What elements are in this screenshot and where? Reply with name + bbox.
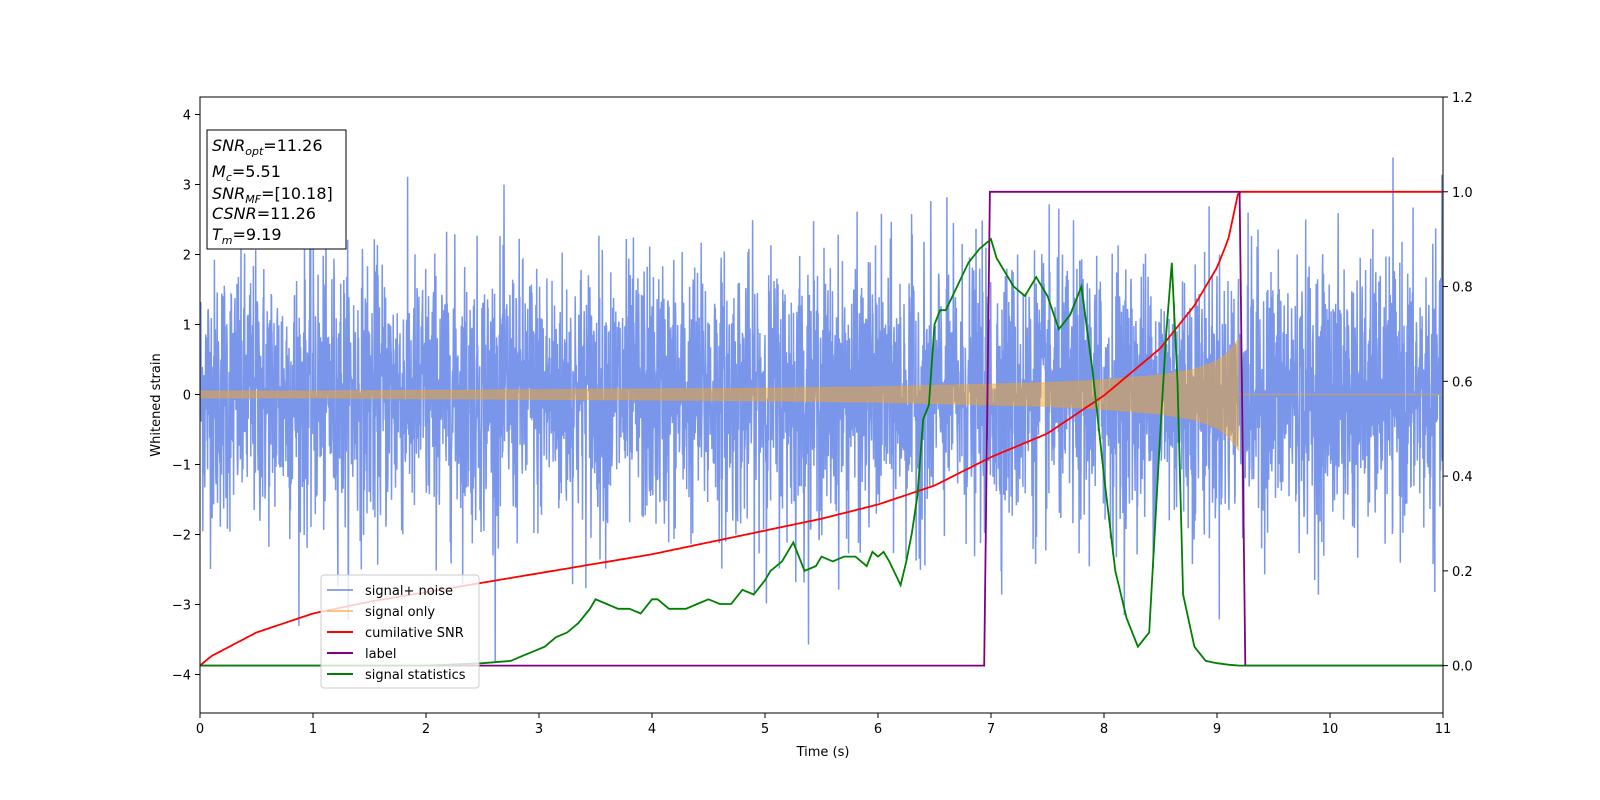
- series-group: [200, 157, 1443, 667]
- info-box-frame: [206, 129, 347, 250]
- x-tick-label: 0: [196, 722, 204, 737]
- x-axis-label: Time (s): [796, 745, 850, 760]
- y-left-tick-label: 2: [183, 249, 191, 264]
- legend-label: cumilative SNR: [365, 626, 464, 641]
- y-right-tick-label: 1.2: [1452, 91, 1473, 106]
- legend-label: signal statistics: [365, 668, 466, 683]
- legend: signal+ noise signal only cumilative SNR la…: [320, 574, 480, 689]
- series-line-signal-statistics: [200, 237, 1443, 667]
- legend-label: label: [365, 647, 396, 662]
- x-tick-label: 11: [1435, 722, 1452, 737]
- y-left-tick-label: 1: [183, 319, 191, 334]
- x-tick-label: 3: [535, 722, 543, 737]
- info-line: Tm=9.19: [212, 225, 282, 247]
- x-tick-label: 5: [761, 722, 769, 737]
- x-tick-label: 6: [874, 722, 882, 737]
- info-line: Mc=5.51: [212, 162, 281, 184]
- info-line: CSNR=11.26: [212, 204, 316, 223]
- y-left-tick-label: −4: [172, 669, 191, 684]
- y-left-tick-label: −3: [172, 599, 191, 614]
- legend-label: signal+ noise: [365, 584, 453, 599]
- y-right-tick-label: 0.0: [1452, 660, 1473, 675]
- y-left-tick-label: −1: [172, 459, 191, 474]
- legend-box: [320, 574, 480, 689]
- y-axis-label: Whitened strain: [149, 353, 164, 456]
- plot-area: [200, 157, 1443, 667]
- x-tick-label: 4: [648, 722, 656, 737]
- x-tick-label: 2: [422, 722, 430, 737]
- y-right-tick-label: 0.4: [1452, 470, 1473, 485]
- axes: 0 1 2 3 4 5 6 7 8 9 10 11 −4 −3 −2 −1 0 1 2 3 4 0.0 0.2 0.4 0.6 0…: [172, 91, 1473, 737]
- x-tick-label: 8: [1100, 722, 1108, 737]
- series-area-signal-only: [200, 337, 1239, 452]
- x-tick-label: 9: [1213, 722, 1221, 737]
- y-left-tick-label: 4: [183, 109, 191, 124]
- y-left-tick-label: −2: [172, 529, 191, 544]
- y-left-tick-label: 3: [183, 179, 191, 194]
- x-tick-label: 7: [987, 722, 995, 737]
- info-line: SNRMF=[10.18]: [212, 184, 333, 206]
- x-tick-label: 10: [1322, 722, 1339, 737]
- legend-label: signal only: [365, 605, 435, 620]
- y-right-tick-label: 1.0: [1452, 186, 1473, 201]
- info-box: SNRopt=11.26 Mc=5.51SNRMF=[10.18]CSNR=11.…: [206, 129, 347, 250]
- y-right-tick-label: 0.6: [1452, 375, 1473, 390]
- plot-frame: [199, 96, 1444, 714]
- y-right-tick-label: 0.2: [1452, 565, 1473, 580]
- y-left-tick-label: 0: [183, 389, 191, 404]
- x-tick-label: 1: [309, 722, 317, 737]
- info-line: SNRopt=11.26: [212, 136, 323, 158]
- y-right-tick-label: 0.8: [1452, 281, 1473, 296]
